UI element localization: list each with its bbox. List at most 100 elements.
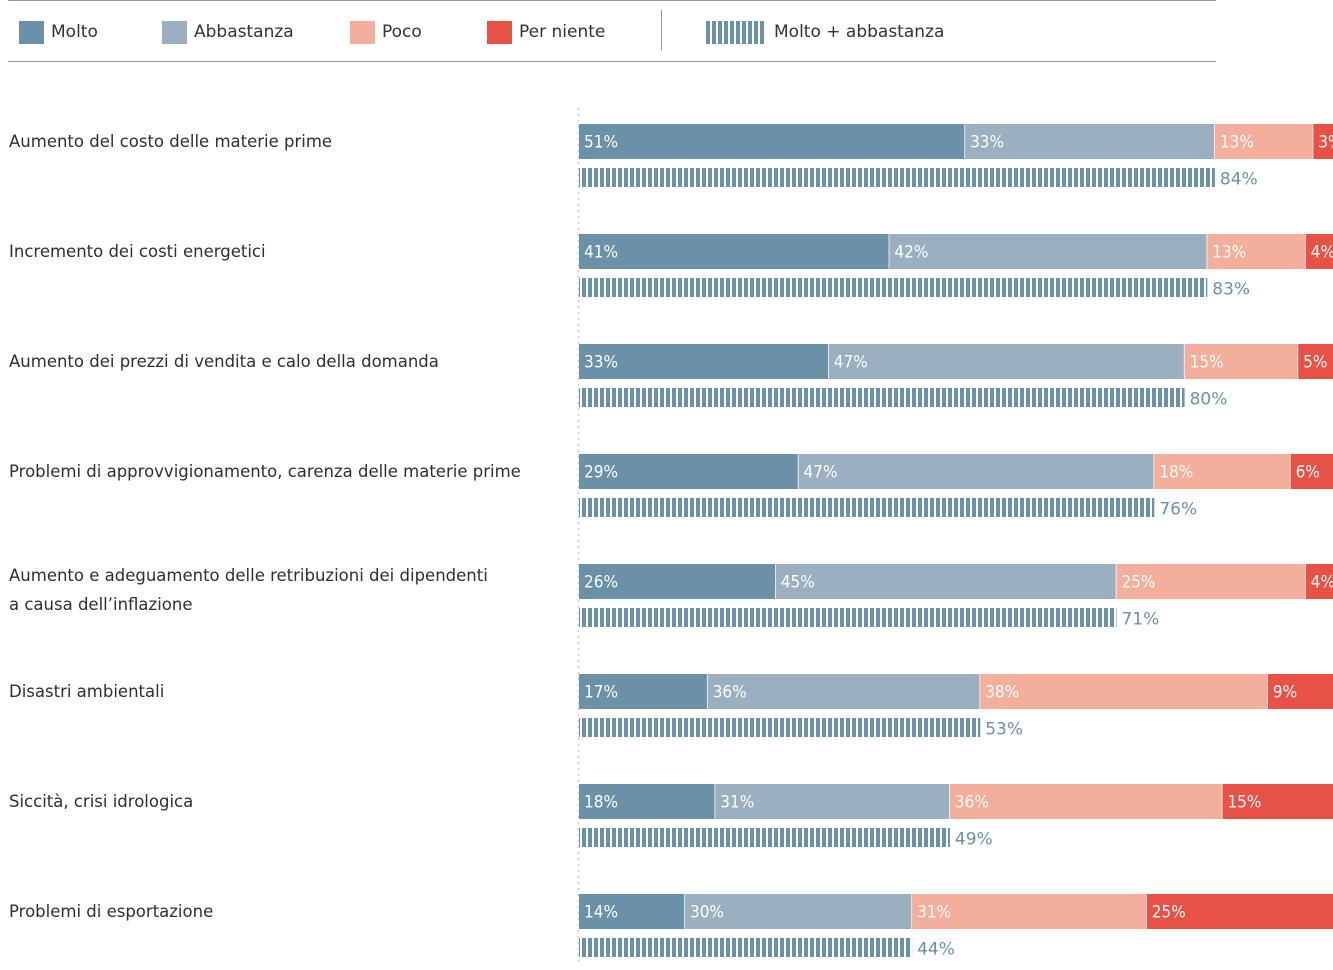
category-label-line: Aumento del costo delle materie prime <box>9 132 332 151</box>
category-label-line: Siccità, crisi idrologica <box>9 792 193 811</box>
data-label-poco: 18% <box>1159 463 1193 483</box>
category-label: Aumento dei prezzi di vendita e calo del… <box>9 352 439 371</box>
data-label-poco: 36% <box>955 793 989 813</box>
legend-item-per-niente: Per niente <box>487 20 605 44</box>
bar-segment-poco <box>1116 564 1306 599</box>
bar-segment-abbastanza <box>707 674 981 709</box>
combined-value-label: 76% <box>1159 500 1197 520</box>
data-label-abbastanza: 36% <box>713 683 747 703</box>
legend-label-poco: Poco <box>382 22 422 42</box>
legend-swatch-combined <box>706 20 766 44</box>
data-label-poco: 15% <box>1190 353 1224 373</box>
category-label: Aumento e adeguamento delle retribuzioni… <box>9 566 488 614</box>
bar-segment-abbastanza <box>684 894 913 929</box>
data-label-molto: 18% <box>584 793 618 813</box>
data-label-poco: 31% <box>917 903 951 923</box>
bar-segment-molto <box>579 674 708 709</box>
bar-segment-per-niente <box>1305 234 1333 269</box>
bar-segment-poco <box>980 674 1268 709</box>
bar-segment-abbastanza <box>798 454 1155 489</box>
data-label-poco: 25% <box>1121 573 1155 593</box>
category-label: Disastri ambientali <box>9 682 164 701</box>
bar-segment-molto <box>579 344 829 379</box>
data-label-abbastanza: 33% <box>970 133 1004 153</box>
legend-item-combined: Molto + abbastanza <box>706 20 944 44</box>
bar-segment-molto <box>579 564 776 599</box>
legend-label-molto: Molto <box>51 22 98 42</box>
combined-value-label: 71% <box>1121 610 1159 630</box>
bar-segment-abbastanza <box>828 344 1185 379</box>
data-label-molto: 26% <box>584 573 618 593</box>
data-label-abbastanza: 47% <box>834 353 868 373</box>
bar-segment-poco <box>1214 124 1314 159</box>
combined-bar <box>579 718 981 737</box>
data-label-molto: 41% <box>584 243 618 263</box>
legend-swatch-poco <box>350 20 375 44</box>
data-label-per-niente: 3% <box>1318 133 1333 153</box>
legend-item-poco: Poco <box>350 20 422 44</box>
bar-segment-per-niente <box>1305 564 1333 599</box>
combined-value-label: 84% <box>1220 170 1258 190</box>
data-label-abbastanza: 45% <box>781 573 815 593</box>
data-label-abbastanza: 31% <box>720 793 754 813</box>
data-label-abbastanza: 47% <box>804 463 838 483</box>
category-label-line: Disastri ambientali <box>9 682 164 701</box>
legend-item-abbastanza: Abbastanza <box>162 20 294 44</box>
bar-segment-per-niente <box>1313 124 1333 159</box>
category-label: Incremento dei costi energetici <box>9 242 266 261</box>
legend-top-rule <box>8 0 1216 1</box>
category-label-line: Problemi di esportazione <box>9 902 213 921</box>
category-label: Siccità, crisi idrologica <box>9 792 193 811</box>
bar-segment-per-niente <box>1146 894 1333 929</box>
bar-segment-molto <box>579 894 685 929</box>
legend-swatch-abbastanza <box>162 20 187 44</box>
bar-segment-molto <box>579 124 966 159</box>
data-label-molto: 17% <box>584 683 618 703</box>
data-label-abbastanza: 42% <box>894 243 928 263</box>
category-label: Aumento del costo delle materie prime <box>9 132 332 151</box>
combined-bar <box>579 608 1117 627</box>
category-label-line: Aumento dei prezzi di vendita e calo del… <box>9 352 439 371</box>
data-label-per-niente: 9% <box>1273 683 1297 703</box>
bar-segment-per-niente <box>1222 784 1333 819</box>
category-label-line: Problemi di approvvigionamento, carenza … <box>9 462 521 481</box>
data-label-molto: 29% <box>584 463 618 483</box>
combined-value-label: 49% <box>955 830 993 850</box>
category-label-line: Incremento dei costi energetici <box>9 242 266 261</box>
bar-segment-molto <box>579 784 716 819</box>
data-label-poco: 13% <box>1220 133 1254 153</box>
combined-bar <box>579 168 1215 187</box>
bar-segment-abbastanza <box>889 234 1208 269</box>
data-label-per-niente: 4% <box>1311 573 1333 593</box>
combined-bar <box>579 388 1185 407</box>
legend-swatch-per-niente <box>487 20 512 44</box>
bar-segment-molto <box>579 454 799 489</box>
combined-value-label: 53% <box>985 720 1023 740</box>
bar-segment-per-niente <box>1290 454 1333 489</box>
combined-bar <box>579 938 913 957</box>
bar-segment-poco <box>1154 454 1291 489</box>
combined-bar <box>579 498 1155 517</box>
legend-bottom-rule <box>8 61 1216 62</box>
data-label-per-niente: 6% <box>1296 463 1320 483</box>
combined-value-label: 83% <box>1212 280 1250 300</box>
bar-segment-poco <box>949 784 1223 819</box>
legend-label-combined: Molto + abbastanza <box>774 22 945 42</box>
legend-swatch-molto <box>19 20 44 44</box>
bar-segment-abbastanza <box>775 564 1117 599</box>
data-label-molto: 14% <box>584 903 618 923</box>
bar-segment-per-niente <box>1298 344 1333 379</box>
combined-bar <box>579 828 950 847</box>
legend-label-per-niente: Per niente <box>519 22 606 42</box>
data-label-abbastanza: 30% <box>690 903 724 923</box>
category-label: Problemi di esportazione <box>9 902 213 921</box>
data-label-poco: 13% <box>1212 243 1246 263</box>
data-label-per-niente: 5% <box>1303 353 1327 373</box>
data-label-poco: 38% <box>985 683 1019 703</box>
legend: Molto Abbastanza Poco Per niente Molto +… <box>8 0 1216 62</box>
combined-value-label: 80% <box>1190 390 1228 410</box>
data-label-per-niente: 4% <box>1311 243 1333 263</box>
bar-segment-per-niente <box>1267 674 1333 709</box>
combined-value-label: 44% <box>917 940 955 960</box>
